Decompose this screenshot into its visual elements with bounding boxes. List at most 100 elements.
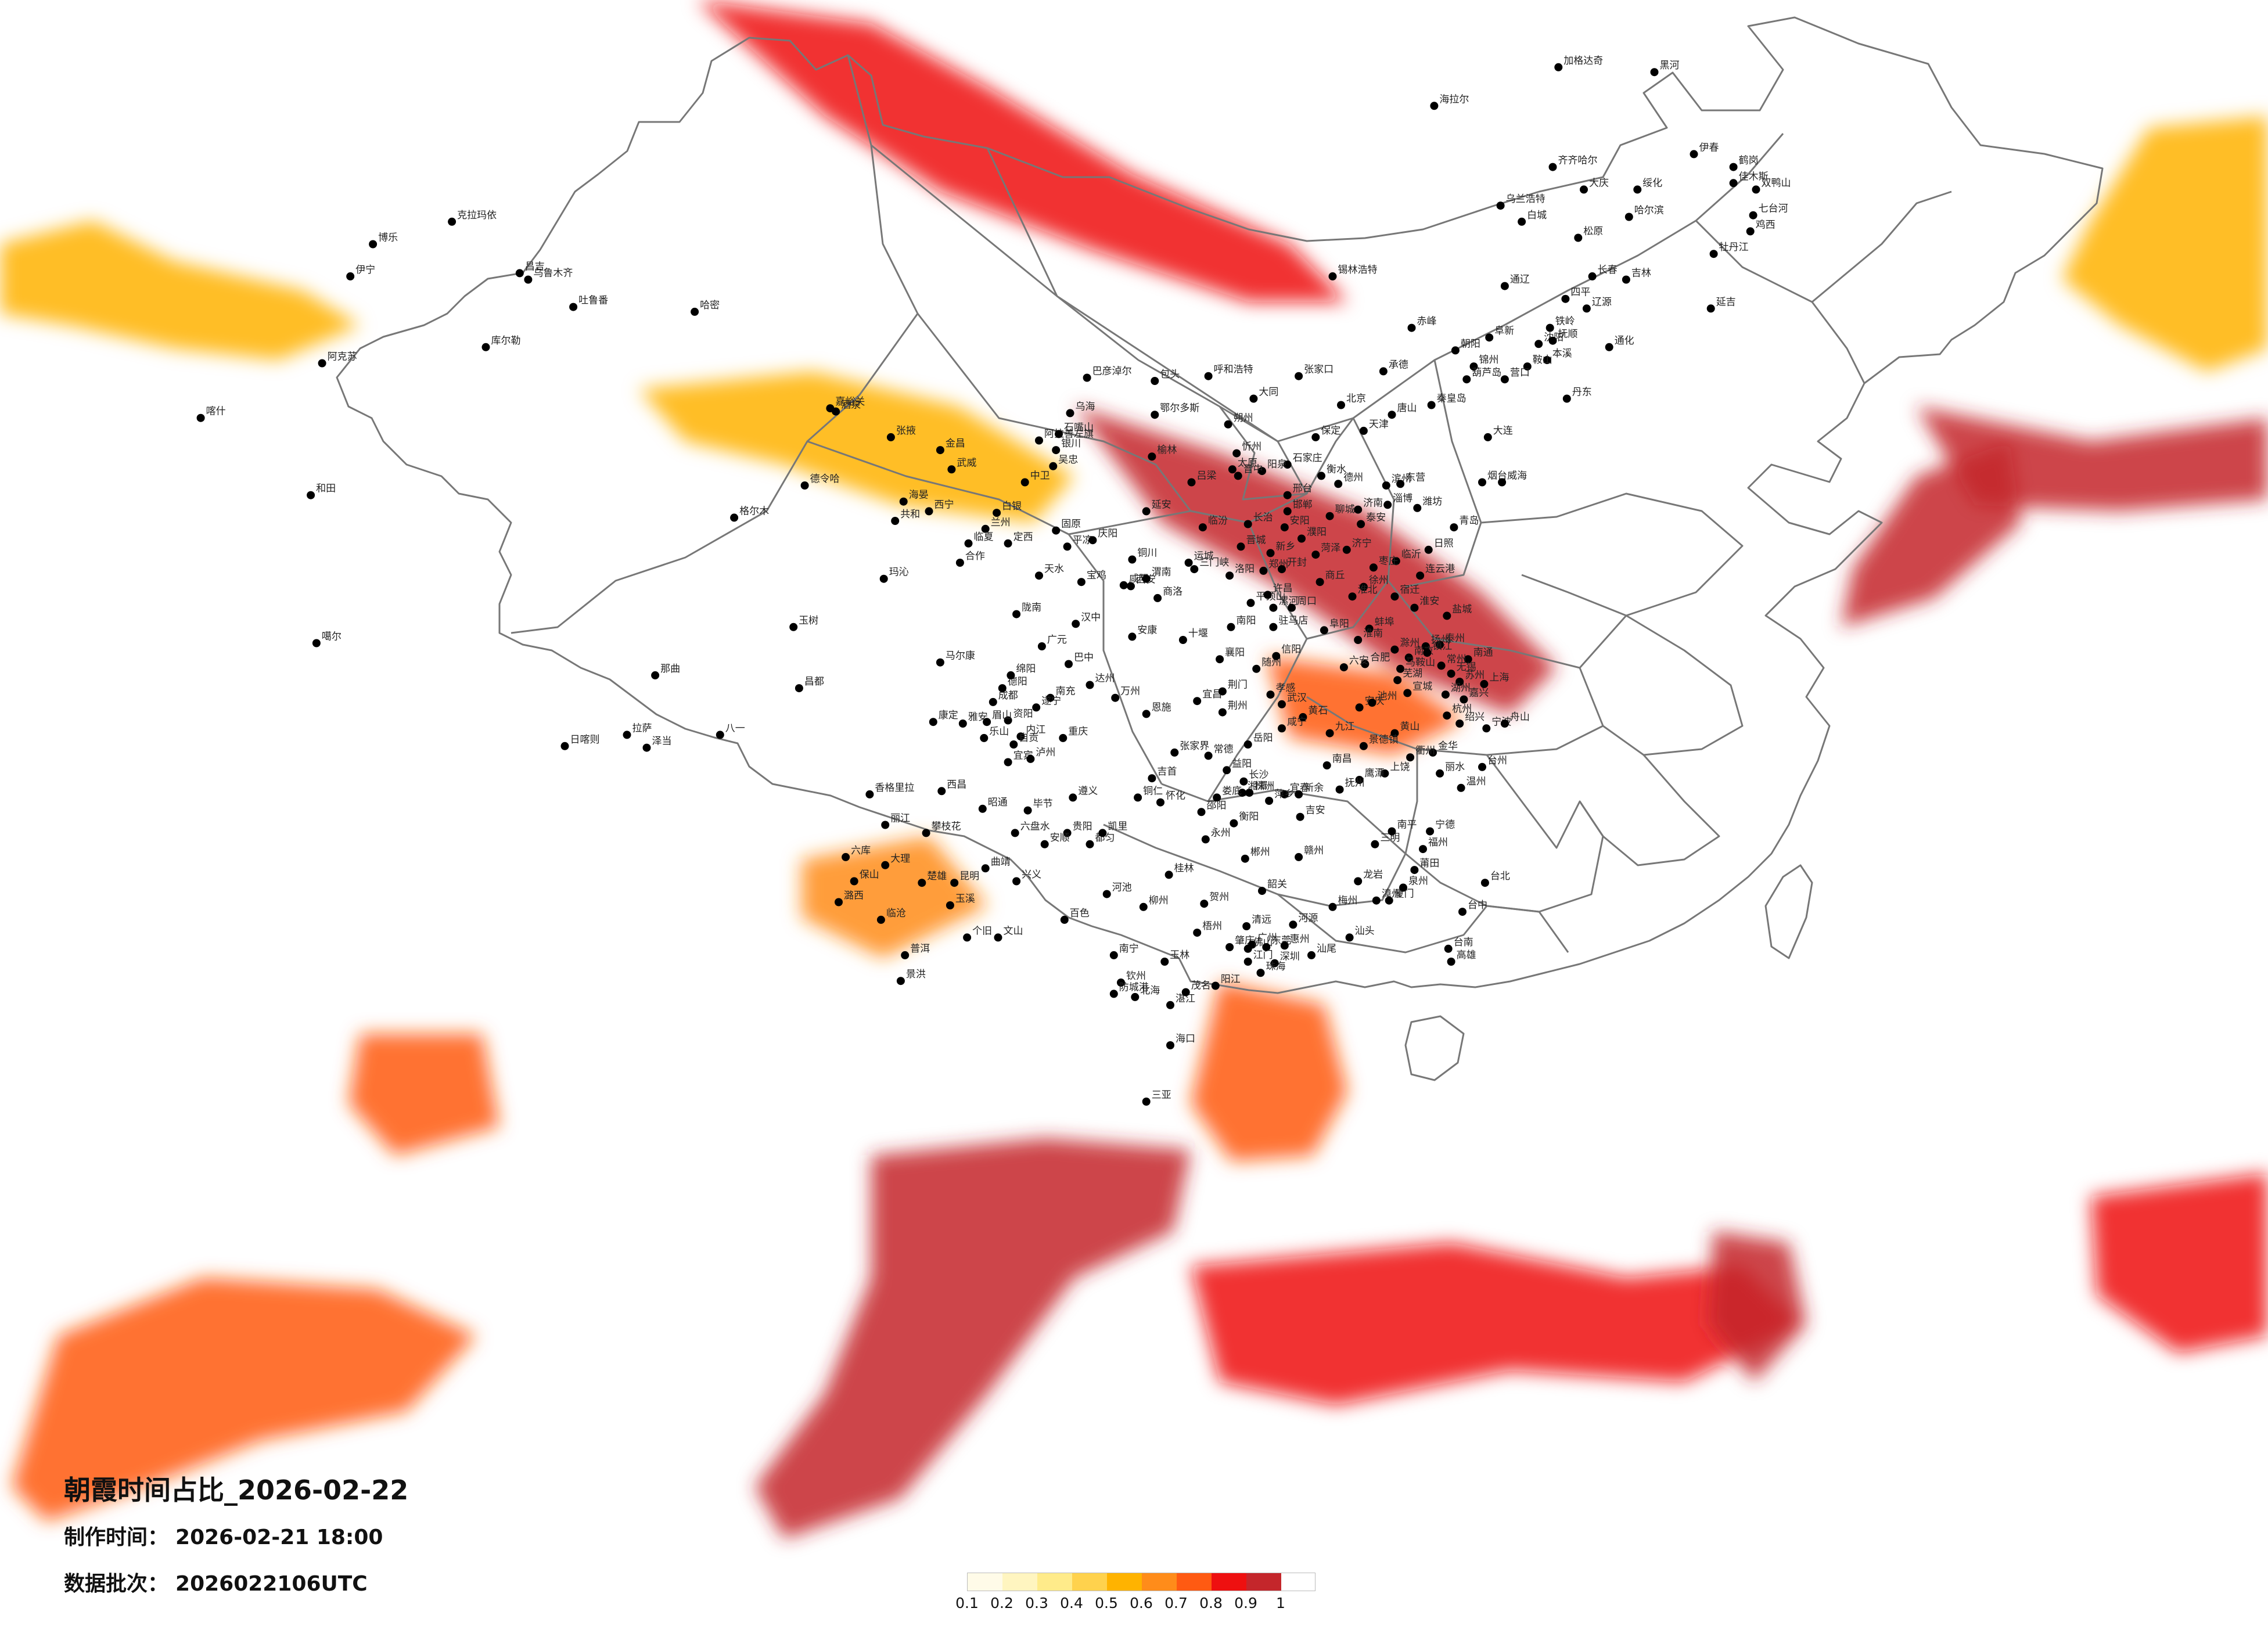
boundary-shandong: [1480, 492, 1744, 617]
city-label: 伊春: [1699, 142, 1719, 153]
city-label: 太原: [1238, 457, 1257, 469]
city-marker: 阜新: [1485, 325, 1514, 342]
city-label: 岳阳: [1253, 732, 1273, 744]
city-dot: [1139, 902, 1148, 911]
city-label: 十堰: [1188, 628, 1208, 639]
city-label: 张掖: [896, 425, 916, 437]
city-dot: [789, 623, 798, 631]
city-dot: [1270, 959, 1279, 967]
city-marker: 南阳: [1227, 615, 1256, 631]
city-dot: [1213, 793, 1221, 802]
city-label: 信阳: [1281, 644, 1301, 656]
city-label: 深圳: [1280, 951, 1300, 963]
legend-tick-label: 0.8: [1199, 1595, 1223, 1611]
city-label: 惠州: [1290, 933, 1310, 945]
city-marker: 四平: [1561, 287, 1590, 303]
city-marker: 三门峡: [1190, 557, 1229, 574]
city-dot: [1462, 375, 1471, 384]
city-dot: [1311, 433, 1320, 441]
city-label: 南通: [1473, 647, 1493, 659]
city-dot: [1295, 852, 1303, 861]
city-dot: [899, 497, 908, 506]
city-dot: [1383, 501, 1392, 509]
city-marker: 临沧: [876, 908, 906, 924]
city-label: 韶关: [1267, 879, 1287, 890]
legend-tick-label: 0.9: [1234, 1595, 1257, 1611]
city-marker: 遂宁: [1032, 695, 1061, 712]
city-dot: [1288, 603, 1296, 612]
city-label: 安康: [1137, 624, 1157, 636]
city-dot: [1224, 420, 1232, 429]
city-label: 银川: [1061, 438, 1081, 449]
city-label: 德州: [1343, 472, 1363, 483]
city-dot: [1272, 652, 1281, 660]
city-marker: 那曲: [651, 663, 680, 679]
city-dot: [716, 731, 724, 739]
city-dot: [1256, 969, 1265, 977]
city-label: 吉首: [1157, 766, 1177, 778]
city-marker: 南充: [1046, 686, 1076, 702]
city-dot: [1444, 944, 1453, 953]
city-label: 库尔勒: [491, 335, 521, 347]
city-label: 珠海: [1266, 961, 1286, 972]
city-marker: 库尔勒: [481, 335, 521, 351]
city-marker: 长春: [1588, 264, 1618, 280]
city-marker: 汕头: [1345, 925, 1375, 942]
city-marker: 深圳: [1270, 951, 1300, 967]
city-dot: [1342, 545, 1351, 554]
city-label: 天水: [1044, 563, 1064, 575]
city-label: 双鸭山: [1762, 177, 1791, 189]
city-dot: [1496, 202, 1505, 210]
city-marker: 贺州: [1200, 891, 1229, 908]
city-dot: [1328, 902, 1337, 911]
city-marker: 台州: [1478, 755, 1507, 771]
ratio-region: [1191, 1243, 1800, 1405]
city-dot: [1109, 990, 1118, 998]
city-label: 商洛: [1163, 586, 1182, 598]
city-dot: [1280, 790, 1289, 798]
city-label: 昭通: [988, 797, 1008, 808]
city-label: 金昌: [946, 438, 965, 449]
city-dot: [1086, 840, 1094, 848]
city-label: 衡水: [1327, 463, 1346, 475]
city-marker: 大庆: [1580, 177, 1609, 194]
city-label: 临沧: [886, 908, 906, 919]
city-dot: [730, 513, 739, 522]
city-label: 绍兴: [1465, 711, 1485, 723]
city-dot: [1416, 571, 1425, 580]
city-dot: [1320, 626, 1328, 635]
city-label: 阜阳: [1329, 618, 1349, 629]
city-dot: [922, 829, 930, 837]
city-dot: [1396, 480, 1405, 488]
city-label: 钦州: [1126, 970, 1146, 982]
city-marker: 七台河: [1749, 203, 1788, 220]
city-dot: [1127, 582, 1135, 591]
city-dot: [835, 898, 843, 906]
city-marker: 荆门: [1218, 679, 1248, 696]
city-marker: 淄博: [1383, 492, 1412, 509]
city-marker: 江门: [1243, 949, 1273, 966]
city-marker: 荆州: [1218, 700, 1248, 717]
city-dot: [1151, 411, 1159, 419]
city-dot: [1164, 870, 1173, 879]
city-marker: 锦州: [1469, 354, 1499, 371]
city-dot: [925, 507, 933, 516]
city-dot: [1460, 695, 1468, 704]
city-label: 盐城: [1452, 603, 1472, 615]
city-dot: [1259, 566, 1268, 575]
city-marker: 百色: [1060, 908, 1090, 924]
city-dot: [1153, 593, 1162, 602]
city-dot: [865, 790, 874, 798]
city-dot: [936, 658, 944, 667]
city-marker: 临夏: [964, 531, 994, 548]
city-label: 三明: [1380, 832, 1400, 844]
city-marker: 吐鲁番: [569, 295, 608, 311]
city-dot: [1580, 185, 1588, 194]
city-dot: [1187, 478, 1196, 487]
city-marker: 西昌: [937, 779, 966, 796]
city-dot: [950, 879, 959, 887]
city-label: 大理: [890, 853, 910, 865]
city-label: 长春: [1598, 264, 1618, 276]
city-label: 晋城: [1246, 534, 1266, 546]
city-marker: 鹰潭: [1355, 768, 1385, 784]
